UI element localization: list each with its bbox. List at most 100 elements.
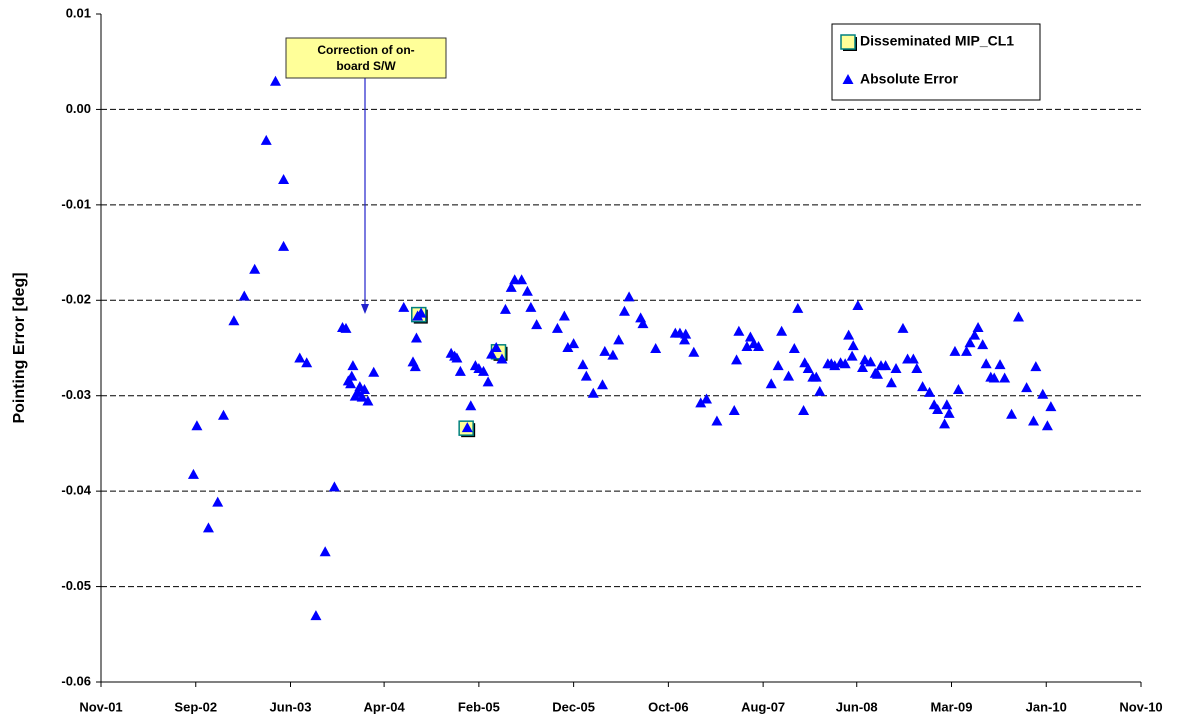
- x-tick-label: Sep-02: [174, 699, 217, 714]
- marker: [260, 134, 272, 145]
- marker: [798, 404, 810, 415]
- marker: [486, 348, 498, 359]
- marker: [753, 341, 765, 352]
- annotation-box: [285, 37, 447, 79]
- marker: [465, 400, 477, 411]
- marker: [509, 274, 521, 285]
- marker: [409, 361, 421, 372]
- marker: [741, 341, 753, 352]
- marker: [558, 310, 570, 321]
- marker: [597, 379, 609, 390]
- marker: [1045, 401, 1057, 412]
- marker: [679, 334, 691, 345]
- marker: [187, 468, 199, 479]
- x-tick-label: Mar-09: [931, 699, 973, 714]
- marker: [932, 404, 944, 415]
- marker: [496, 353, 508, 364]
- marker: [1021, 382, 1033, 393]
- marker: [212, 496, 224, 507]
- y-axis-title: Pointing Error [deg]: [11, 272, 28, 423]
- marker: [454, 365, 466, 376]
- marker: [949, 345, 961, 356]
- x-tick-label: Aug-07: [741, 699, 785, 714]
- marker: [943, 407, 955, 418]
- marker: [368, 366, 380, 377]
- marker: [802, 362, 814, 373]
- marker: [810, 371, 822, 382]
- marker: [972, 321, 984, 332]
- y-tick-label: -0.02: [61, 292, 91, 307]
- marker: [451, 352, 463, 363]
- legend-label: Absolute Error: [860, 71, 959, 87]
- marker: [345, 378, 357, 389]
- marker: [792, 302, 804, 313]
- marker: [941, 399, 953, 410]
- marker: [249, 263, 261, 274]
- marker: [477, 365, 489, 376]
- marker: [924, 386, 936, 397]
- marker: [490, 342, 502, 352]
- marker: [238, 290, 250, 301]
- marker: [890, 362, 902, 373]
- marker: [776, 325, 788, 336]
- marker: [607, 349, 619, 360]
- marker: [398, 301, 410, 312]
- marker: [783, 370, 795, 381]
- marker: [952, 383, 964, 394]
- marker: [999, 372, 1011, 383]
- legend: Disseminated MIP_CL1 Absolute Error: [831, 23, 1041, 101]
- legend-marker: [840, 34, 856, 50]
- marker: [415, 307, 427, 318]
- marker: [613, 334, 625, 345]
- marker: [352, 386, 364, 397]
- marker: [269, 75, 281, 86]
- marker: [765, 378, 777, 389]
- y-tick-label: -0.04: [61, 483, 91, 498]
- legend-marker: [842, 74, 854, 84]
- marker: [637, 318, 649, 329]
- annotation-text: board S/W: [336, 59, 396, 73]
- marker: [969, 329, 981, 340]
- marker: [885, 377, 897, 388]
- marker: [988, 372, 1000, 383]
- marker: [977, 339, 989, 350]
- x-tick-label: Jun-08: [836, 699, 878, 714]
- x-tick-label: Feb-05: [458, 699, 500, 714]
- marker: [599, 345, 611, 356]
- marker: [1028, 415, 1040, 426]
- marker: [356, 391, 368, 402]
- x-tick-label: Oct-06: [648, 699, 688, 714]
- marker: [635, 312, 647, 323]
- marker: [294, 352, 306, 363]
- marker: [865, 356, 877, 367]
- grid: [96, 13, 1142, 687]
- marker: [580, 370, 592, 381]
- marker: [911, 362, 923, 373]
- marker: [907, 353, 919, 364]
- marker: [568, 338, 580, 349]
- marks: [187, 75, 1057, 621]
- marker: [410, 332, 422, 343]
- marker: [788, 342, 800, 353]
- y-tick-label: -0.01: [61, 196, 91, 211]
- marker: [847, 340, 859, 351]
- marker: [964, 337, 976, 348]
- marker: [516, 274, 528, 285]
- marker: [551, 322, 563, 333]
- marker: [577, 359, 589, 370]
- marker: [939, 418, 951, 429]
- annotation-text: Correction of on-: [317, 43, 414, 57]
- marker: [217, 409, 229, 420]
- marker: [744, 331, 756, 342]
- x-tick-label: Nov-10: [1119, 699, 1162, 714]
- marker: [897, 322, 909, 333]
- marker: [202, 522, 214, 533]
- marker: [191, 420, 203, 431]
- x-tick-label: Nov-01: [79, 699, 122, 714]
- marker: [461, 422, 473, 433]
- marker: [505, 281, 517, 292]
- marker: [525, 301, 537, 312]
- y-tick-label: -0.03: [61, 387, 91, 402]
- marker: [1006, 408, 1018, 419]
